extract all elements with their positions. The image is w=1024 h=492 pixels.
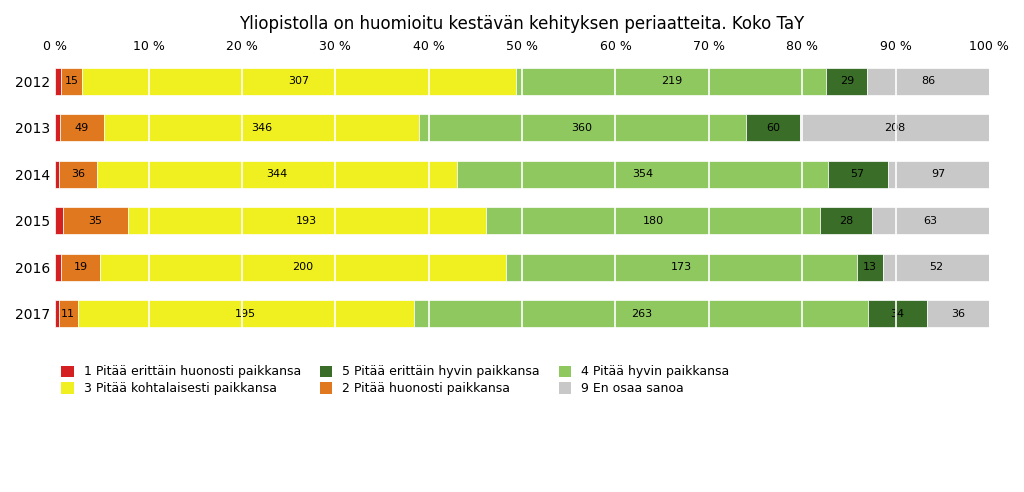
- Text: 11: 11: [61, 308, 75, 319]
- Bar: [888, 161, 989, 187]
- Text: 346: 346: [251, 123, 272, 133]
- Text: 219: 219: [660, 76, 682, 86]
- Text: 263: 263: [631, 308, 651, 319]
- Text: 19: 19: [74, 262, 88, 272]
- Bar: [927, 300, 989, 327]
- Bar: [457, 161, 827, 187]
- Bar: [60, 68, 82, 94]
- Bar: [55, 207, 62, 234]
- Bar: [59, 161, 97, 187]
- Bar: [516, 68, 826, 94]
- Text: 360: 360: [571, 123, 593, 133]
- Text: 200: 200: [292, 262, 313, 272]
- Text: 36: 36: [951, 308, 965, 319]
- Bar: [857, 254, 884, 280]
- Text: 35: 35: [88, 215, 102, 226]
- Bar: [827, 161, 888, 187]
- Text: 13: 13: [863, 262, 878, 272]
- Text: 52: 52: [929, 262, 943, 272]
- Text: 344: 344: [266, 169, 288, 179]
- Bar: [55, 114, 59, 141]
- Bar: [414, 300, 868, 327]
- Text: 29: 29: [840, 76, 854, 86]
- Text: 63: 63: [924, 215, 938, 226]
- Bar: [826, 68, 867, 94]
- Bar: [99, 254, 506, 280]
- Bar: [872, 207, 989, 234]
- Text: 28: 28: [839, 215, 853, 226]
- Text: 86: 86: [922, 76, 935, 86]
- Text: 34: 34: [891, 308, 904, 319]
- Bar: [62, 207, 128, 234]
- Bar: [55, 254, 61, 280]
- Title: Yliopistolla on huomioitu kestävän kehityksen periaatteita. Koko TaY: Yliopistolla on huomioitu kestävän kehit…: [240, 15, 805, 33]
- Text: 36: 36: [71, 169, 85, 179]
- Text: 354: 354: [632, 169, 653, 179]
- Bar: [820, 207, 872, 234]
- Text: 195: 195: [236, 308, 256, 319]
- Text: 180: 180: [642, 215, 664, 226]
- Text: 97: 97: [931, 169, 945, 179]
- Bar: [745, 114, 800, 141]
- Text: 57: 57: [851, 169, 864, 179]
- Bar: [78, 300, 414, 327]
- Bar: [884, 254, 989, 280]
- Text: 193: 193: [296, 215, 317, 226]
- Bar: [485, 207, 820, 234]
- Bar: [59, 114, 104, 141]
- Bar: [82, 68, 516, 94]
- Bar: [800, 114, 989, 141]
- Bar: [97, 161, 457, 187]
- Bar: [61, 254, 99, 280]
- Bar: [506, 254, 857, 280]
- Legend: 1 Pitää erittäin huonosti paikkansa, 3 Pitää kohtalaisesti paikkansa, 5 Pitää er: 1 Pitää erittäin huonosti paikkansa, 3 P…: [61, 366, 729, 395]
- Bar: [867, 68, 989, 94]
- Text: 60: 60: [766, 123, 780, 133]
- Bar: [419, 114, 745, 141]
- Bar: [55, 161, 59, 187]
- Bar: [58, 300, 78, 327]
- Bar: [55, 300, 58, 327]
- Text: 15: 15: [65, 76, 79, 86]
- Bar: [104, 114, 419, 141]
- Text: 49: 49: [75, 123, 89, 133]
- Text: 208: 208: [884, 123, 905, 133]
- Bar: [868, 300, 927, 327]
- Bar: [128, 207, 485, 234]
- Text: 173: 173: [671, 262, 692, 272]
- Bar: [55, 68, 60, 94]
- Text: 307: 307: [289, 76, 310, 86]
